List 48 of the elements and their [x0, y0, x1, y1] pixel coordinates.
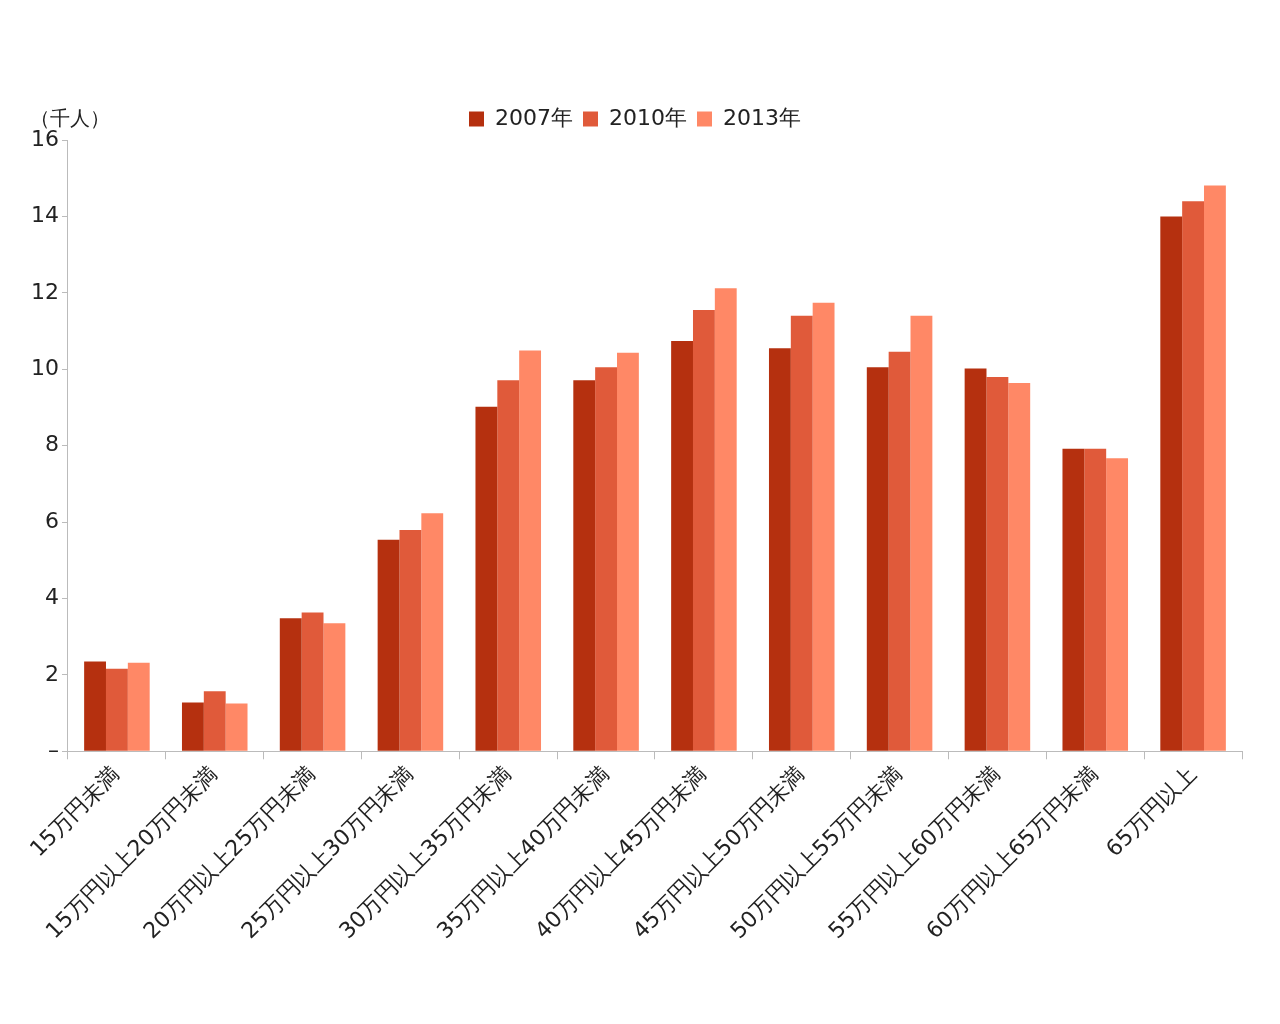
bar [866, 367, 889, 751]
bar [181, 702, 204, 751]
legend-label: 2013年 [722, 104, 801, 130]
bar [617, 352, 639, 751]
bar [1182, 201, 1205, 751]
bar [301, 612, 324, 751]
x-tick-label: 65万円以上 [1100, 761, 1201, 862]
bar [790, 315, 813, 751]
bar [573, 380, 596, 751]
bar [595, 367, 618, 751]
bar [127, 662, 150, 751]
bar [1084, 448, 1107, 751]
legend-label: 2010年 [609, 104, 688, 130]
bar [1204, 185, 1226, 751]
y-tick-label: 4 [44, 584, 59, 610]
y-tick-label: 2 [44, 660, 59, 686]
y-tick-label: 12 [30, 278, 59, 304]
bar [714, 288, 737, 751]
bar [1062, 448, 1085, 751]
bar [910, 315, 933, 751]
bar [203, 691, 226, 751]
bar [1160, 216, 1183, 751]
bar [1008, 382, 1031, 751]
bar [279, 618, 302, 751]
bar [399, 530, 422, 751]
bar [692, 310, 715, 751]
bar [1106, 458, 1129, 751]
y-tick-label: – [47, 737, 59, 763]
y-tick-label: 14 [30, 202, 59, 228]
y-tick-label: 6 [44, 507, 59, 533]
legend-label: 2007年 [495, 104, 574, 130]
bar [84, 661, 106, 751]
bar [888, 351, 911, 751]
bar [421, 513, 444, 751]
bar [323, 623, 346, 751]
bar [225, 703, 248, 751]
bar [768, 348, 791, 751]
y-tick-label: 10 [30, 354, 59, 380]
y-tick-label: 8 [44, 431, 59, 457]
bar [986, 376, 1009, 751]
bar [497, 380, 520, 751]
bar [964, 368, 987, 751]
bar [671, 340, 693, 751]
bar [377, 539, 400, 751]
bar [812, 302, 835, 751]
bar [519, 350, 542, 751]
bar [475, 406, 498, 751]
bar [105, 668, 128, 751]
